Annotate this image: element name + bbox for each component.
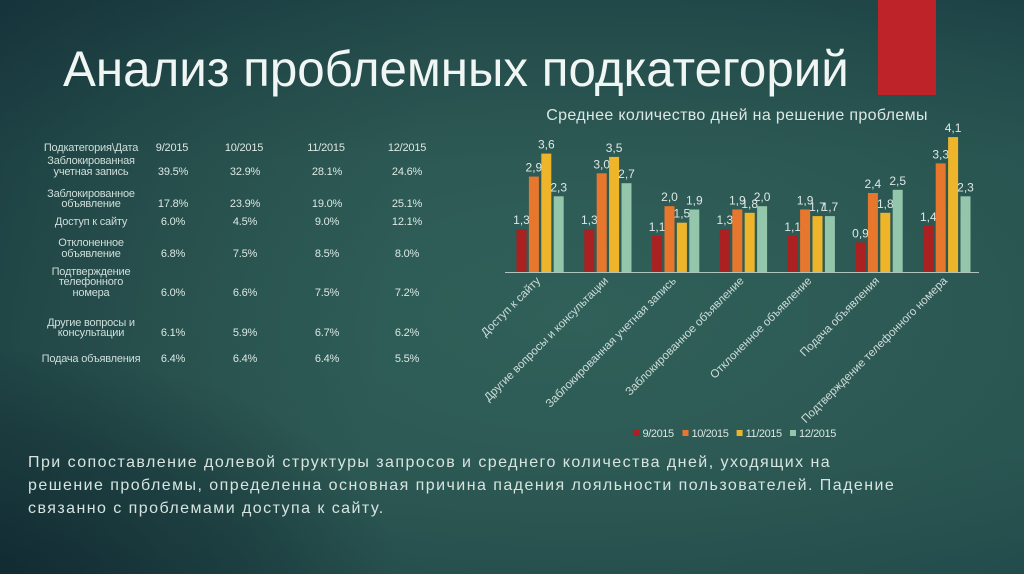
svg-text:12/2015: 12/2015 [799, 428, 836, 440]
svg-text:1,3: 1,3 [513, 213, 530, 227]
svg-text:1,4: 1,4 [920, 210, 937, 224]
svg-text:1,1: 1,1 [649, 220, 666, 234]
svg-text:10/2015: 10/2015 [692, 428, 729, 440]
svg-text:4,1: 4,1 [945, 121, 962, 135]
svg-text:1,9: 1,9 [686, 194, 703, 208]
svg-text:Другие вопросы и консультации: Другие вопросы и консультации [482, 275, 611, 404]
svg-text:1,9: 1,9 [729, 194, 746, 208]
svg-text:1,9: 1,9 [797, 194, 814, 208]
svg-text:1,3: 1,3 [581, 213, 598, 227]
svg-text:3,0: 3,0 [593, 157, 610, 171]
svg-text:3,5: 3,5 [606, 141, 623, 155]
svg-text:Доступ к сайту: Доступ к сайту [479, 275, 543, 339]
svg-text:2,3: 2,3 [550, 180, 567, 194]
svg-text:1,7: 1,7 [809, 200, 826, 214]
svg-text:1,1: 1,1 [784, 220, 801, 234]
svg-text:2,0: 2,0 [661, 190, 678, 204]
svg-text:9/2015: 9/2015 [643, 428, 675, 440]
svg-text:2,0: 2,0 [754, 190, 771, 204]
svg-text:1,8: 1,8 [877, 197, 894, 211]
svg-text:1,5: 1,5 [674, 207, 691, 221]
svg-text:Заблокированное объявление: Заблокированное объявление [624, 275, 747, 398]
svg-text:2,5: 2,5 [889, 174, 906, 188]
svg-text:1,8: 1,8 [741, 197, 758, 211]
svg-text:11/2015: 11/2015 [746, 428, 782, 440]
svg-text:3,3: 3,3 [932, 147, 949, 161]
svg-text:2,9: 2,9 [526, 161, 543, 175]
svg-text:1,3: 1,3 [717, 213, 734, 227]
svg-text:Заблокированная учетная запись: Заблокированная учетная запись [544, 275, 679, 410]
svg-text:1,7: 1,7 [822, 200, 839, 214]
svg-text:2,3: 2,3 [957, 180, 974, 194]
svg-text:Подтверждение телефонного номе: Подтверждение телефонного номера [799, 275, 950, 426]
svg-text:3,6: 3,6 [538, 138, 555, 152]
svg-text:2,7: 2,7 [618, 167, 635, 181]
svg-text:2,4: 2,4 [865, 177, 882, 191]
svg-text:0,9: 0,9 [852, 226, 869, 240]
